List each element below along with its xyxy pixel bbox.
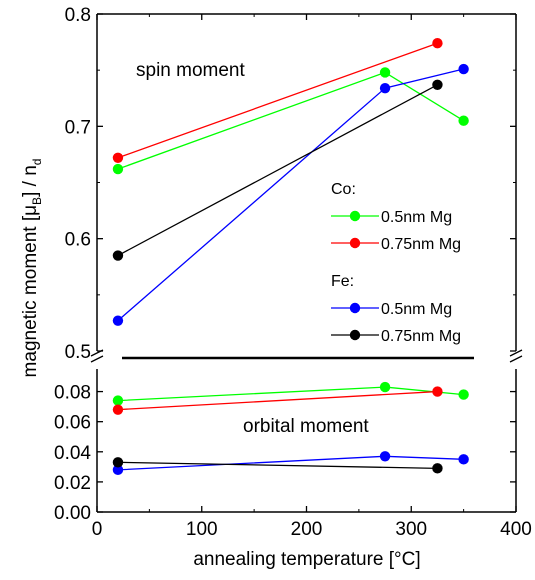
series-2-orbital-point [379, 451, 391, 462]
y-axis-title: magnetic moment [μB] / nd [20, 159, 44, 378]
series-1-orbital-point [432, 386, 443, 397]
series-1-spin-point [112, 152, 124, 163]
y-axis-title-sub-b: B [30, 197, 44, 205]
series-0-spin-point [112, 163, 124, 175]
axis-break-mark [509, 355, 523, 363]
x-tick-label: 300 [395, 519, 427, 540]
series-0-spin-line [117, 71, 464, 170]
legend-label: 0.75nm Mg [381, 236, 461, 253]
legend-group-title: Co: [331, 181, 356, 198]
x-tick-label: 100 [186, 519, 218, 540]
series-2-spin-point [112, 315, 124, 326]
legend-label: 0.5nm Mg [381, 209, 452, 226]
legend-label: 0.5nm Mg [381, 301, 452, 318]
legend-marker [349, 302, 361, 314]
legend: Co: 0.5nm Mg 0.75nm Mg Fe: 0.5nm Mg 0.75nm Mg [331, 181, 461, 345]
series-1-orbital-point [112, 404, 124, 415]
axes-layer: 0 100 200 300 400 0.5 0.6 0.7 0.8 0.00 0.02 0.04 0.0… [54, 5, 532, 540]
series-3-spin-line [117, 84, 438, 257]
y-tick-label-spin: 0.7 [65, 117, 91, 138]
text-layer: spin moment orbital moment annealing tem… [20, 60, 421, 570]
y-axis-title-sub-d: d [30, 159, 44, 166]
axis-break-mark [90, 355, 104, 363]
y-tick-label-spin: 0.5 [65, 342, 91, 363]
series-0-orbital-point [112, 395, 124, 406]
series-0-orbital-line [117, 386, 464, 402]
series-0-orbital-point [458, 389, 469, 400]
series-2-spin-point [379, 82, 391, 94]
y-axis-title-post: ] / n [20, 165, 41, 197]
series-layer [112, 38, 469, 476]
y-tick-label-orbital: 0.00 [54, 503, 91, 524]
y-tick-label-orbital: 0.06 [54, 413, 91, 434]
series-3-spin-point [432, 79, 443, 90]
series-1-spin-point [432, 38, 443, 49]
series-3-orbital-point [112, 457, 124, 468]
series-3-spin-point [112, 250, 124, 261]
legend-marker [349, 237, 361, 249]
series-1-orbital-line [117, 390, 438, 411]
x-tick-label: 200 [291, 519, 323, 540]
axis-break-mark [509, 349, 523, 357]
x-tick-label: 400 [500, 519, 532, 540]
y-tick-label-spin: 0.6 [65, 230, 91, 251]
series-1-spin-line [117, 42, 438, 159]
series-2-orbital-point [458, 454, 469, 465]
y-tick-label-orbital: 0.04 [54, 443, 91, 464]
orbital-annotation: orbital moment [243, 416, 369, 437]
x-axis-title: annealing temperature [°C] [193, 549, 420, 570]
series-0-spin-point [379, 67, 391, 78]
y-axis-title-pre: magnetic moment [ [20, 215, 41, 377]
series-2-spin-point [458, 63, 469, 75]
y-tick-label-orbital: 0.08 [54, 383, 91, 404]
y-axis-title-mu: μ [20, 205, 41, 216]
series-3-orbital-line [117, 461, 438, 469]
series-0-orbital-point [379, 381, 391, 393]
legend-marker [349, 210, 361, 222]
series-2-orbital-point [112, 464, 124, 476]
y-tick-label-spin: 0.8 [65, 5, 91, 26]
y-tick-label-orbital: 0.02 [54, 473, 91, 494]
legend-group-title: Fe: [331, 273, 354, 290]
series-0-spin-point [458, 115, 469, 126]
spin-annotation: spin moment [136, 60, 245, 81]
legend-label: 0.75nm Mg [381, 328, 461, 345]
legend-marker [349, 329, 361, 341]
series-3-orbital-point [432, 463, 443, 474]
x-tick-label: 0 [92, 519, 103, 540]
